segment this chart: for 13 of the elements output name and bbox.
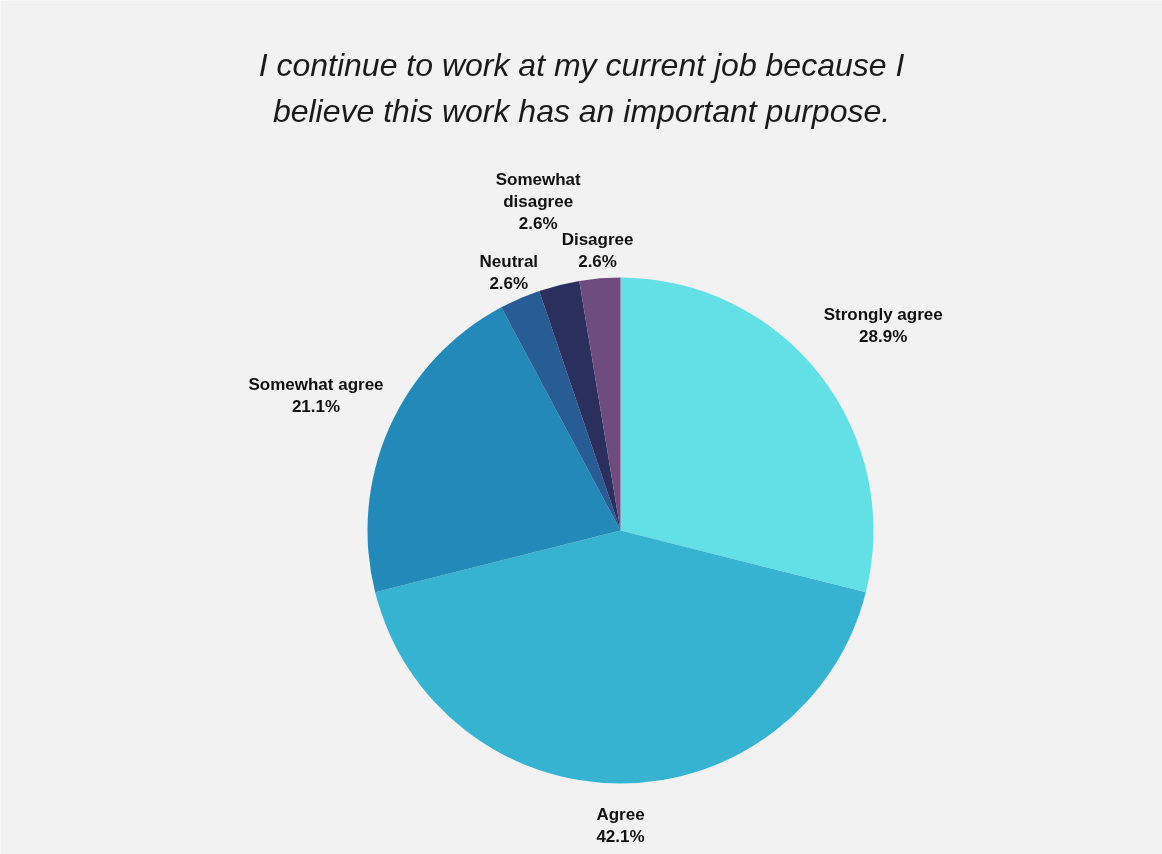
slice-label: Agree — [596, 805, 645, 825]
chart-title: I continue to work at my current job because I believe this work has an important purpose. — [258, 46, 905, 129]
data-label: 28.9% — [859, 327, 908, 347]
data-label: 21.1% — [291, 397, 341, 417]
data-label: 2.6% — [518, 214, 558, 233]
slice-label: Neutral — [479, 252, 539, 272]
data-label: 2.6% — [578, 251, 617, 271]
slice-label: Somewhat agree — [248, 375, 384, 395]
slice-label: Strongly agree — [823, 305, 943, 325]
data-label: 2.6% — [489, 274, 529, 294]
data-label: 42.1% — [596, 826, 645, 846]
slice-label: Disagree — [561, 230, 634, 250]
slice-label: Somewhat disagree — [495, 170, 582, 212]
